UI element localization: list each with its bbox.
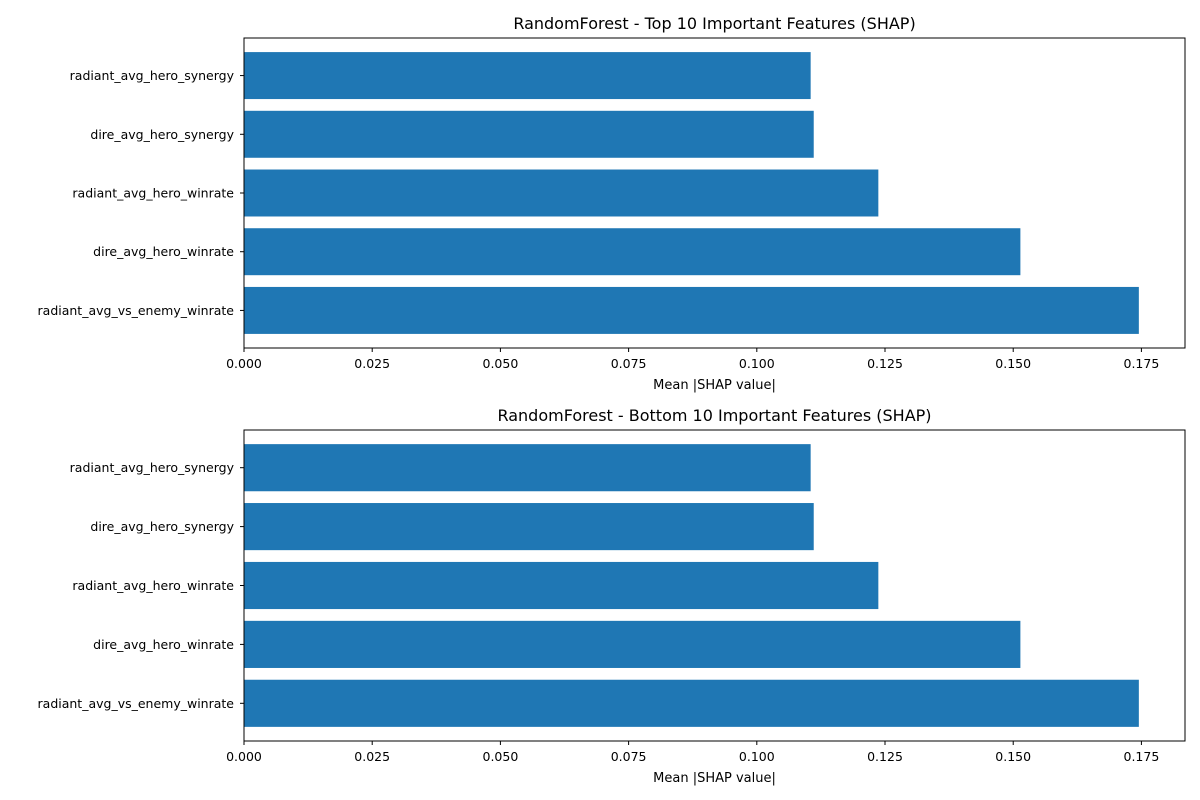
top-chart-x-tick-label: 0.150 — [995, 356, 1031, 371]
bottom-chart-category-label: dire_avg_hero_winrate — [93, 637, 234, 652]
bottom-chart-axes-frame — [243, 429, 1186, 742]
top-chart-x-tick-label: 0.025 — [354, 356, 390, 371]
top-chart-bar-radiant-avg-vs-enemy-winrate — [244, 286, 1139, 334]
bottom-chart-x-tick-labels: 0.000 0.025 0.050 0.075 0.100 0.125 0.150 0.175 — [226, 749, 1159, 764]
bottom-chart-y-ticks — [240, 467, 244, 704]
bottom-chart-x-tick-label: 0.075 — [611, 749, 647, 764]
top-chart-category-label: radiant_avg_hero_winrate — [72, 186, 234, 201]
top-chart-bars — [244, 52, 1139, 334]
bottom-chart-category-label: radiant_avg_hero_winrate — [72, 578, 234, 593]
top-chart-x-axis-label: Mean |SHAP value| — [653, 378, 776, 393]
top-chart-category-label: radiant_avg_vs_enemy_winrate — [38, 303, 235, 318]
bottom-chart-bar-radiant-avg-hero-synergy — [244, 444, 811, 492]
bottom-features-chart: RandomForest - Bottom 10 Important Featu… — [38, 406, 1186, 786]
bottom-chart-category-label: radiant_avg_hero_synergy — [70, 460, 235, 475]
bottom-chart-category-label: dire_avg_hero_synergy — [90, 519, 234, 534]
top-chart-axes-frame — [243, 37, 1186, 349]
top-chart-bar-dire-avg-hero-winrate — [244, 228, 1021, 276]
top-chart-category-label: dire_avg_hero_synergy — [90, 127, 234, 142]
top-features-chart: RandomForest - Top 10 Important Features… — [38, 14, 1186, 393]
bottom-chart-category-labels: radiant_avg_hero_synergy dire_avg_hero_sy… — [38, 460, 235, 711]
bottom-chart-x-tick-label: 0.025 — [354, 749, 390, 764]
bottom-chart-x-tick-label: 0.150 — [995, 749, 1031, 764]
bottom-chart-title: RandomForest - Bottom 10 Important Featu… — [497, 406, 931, 425]
bottom-chart-bar-dire-avg-hero-winrate — [244, 620, 1021, 668]
top-chart-category-label: dire_avg_hero_winrate — [93, 244, 234, 259]
top-chart-category-labels: radiant_avg_hero_synergy dire_avg_hero_sy… — [38, 68, 235, 318]
top-chart-bar-dire-avg-hero-synergy — [244, 110, 814, 158]
top-chart-x-tick-label: 0.175 — [1124, 356, 1160, 371]
bottom-chart-x-ticks — [243, 741, 1142, 745]
top-chart-x-tick-label: 0.075 — [611, 356, 647, 371]
top-chart-x-ticks — [243, 348, 1142, 352]
top-chart-x-tick-labels: 0.000 0.025 0.050 0.075 0.100 0.125 0.150 0.175 — [226, 356, 1159, 371]
top-chart-bar-radiant-avg-hero-winrate — [244, 169, 879, 217]
bottom-chart-x-tick-label: 0.125 — [867, 749, 903, 764]
top-chart-bar-radiant-avg-hero-synergy — [244, 52, 811, 100]
top-chart-x-tick-label: 0.125 — [867, 356, 903, 371]
top-chart-x-tick-label: 0.000 — [226, 356, 262, 371]
bottom-chart-x-tick-label: 0.100 — [739, 749, 775, 764]
top-chart-title: RandomForest - Top 10 Important Features… — [513, 14, 915, 33]
bottom-chart-bar-radiant-avg-vs-enemy-winrate — [244, 679, 1139, 727]
bottom-chart-bars — [244, 444, 1139, 727]
top-chart-y-ticks — [240, 75, 244, 311]
bottom-chart-x-tick-label: 0.000 — [226, 749, 262, 764]
bottom-chart-x-axis-label: Mean |SHAP value| — [653, 771, 776, 786]
bottom-chart-bar-radiant-avg-hero-winrate — [244, 561, 879, 610]
top-chart-x-tick-label: 0.050 — [483, 356, 519, 371]
bottom-chart-x-tick-label: 0.175 — [1124, 749, 1160, 764]
top-chart-category-label: radiant_avg_hero_synergy — [70, 68, 235, 83]
bottom-chart-x-tick-label: 0.050 — [483, 749, 519, 764]
bottom-chart-category-label: radiant_avg_vs_enemy_winrate — [38, 696, 235, 711]
bottom-chart-bar-dire-avg-hero-synergy — [244, 503, 814, 551]
top-chart-x-tick-label: 0.100 — [739, 356, 775, 371]
